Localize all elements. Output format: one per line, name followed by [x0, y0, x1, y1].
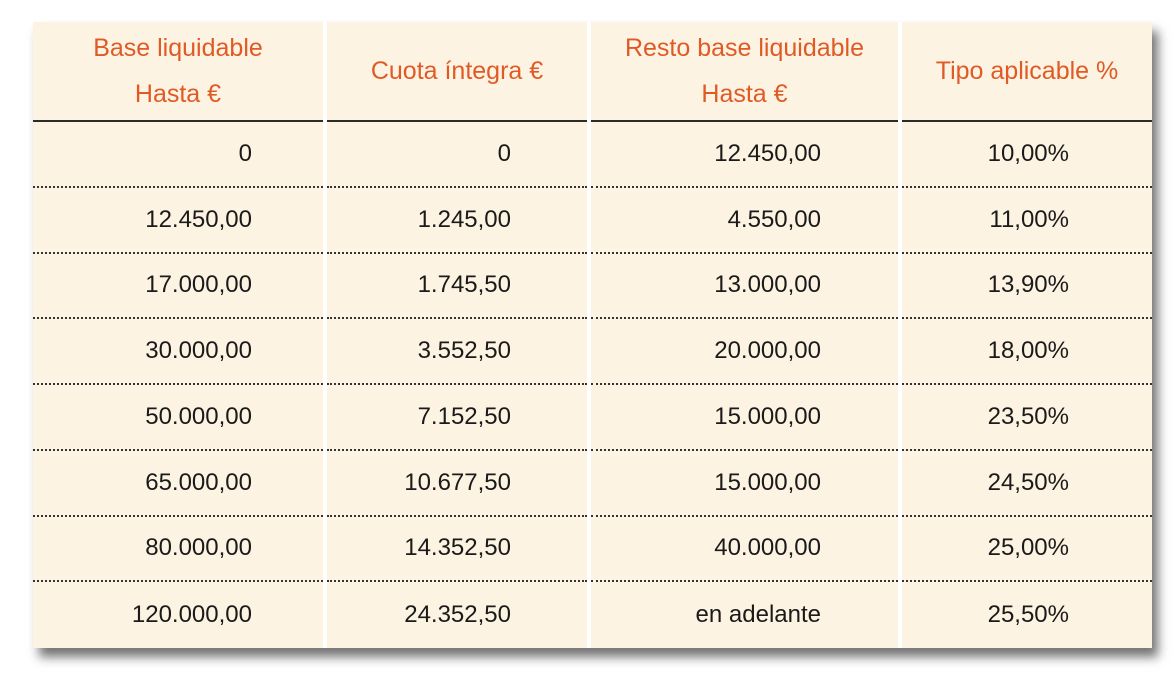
cell-text: 17.000,00: [145, 271, 252, 299]
cell-text: 1.245,00: [417, 205, 511, 233]
table-cell: 14.352,50: [327, 516, 587, 583]
header-text: Base liquidable: [93, 34, 263, 62]
table-cell: 20.000,00: [591, 319, 898, 385]
table-cell: 12.450,00: [33, 187, 323, 254]
cell-text: 0: [497, 139, 511, 167]
table-cell: 120.000,00: [33, 582, 323, 648]
cell-text: 30.000,00: [145, 337, 252, 365]
cell-text: 11,00%: [989, 205, 1069, 233]
table-cell: 15.000,00: [591, 450, 898, 517]
header-text: Cuota íntegra €: [370, 57, 544, 85]
cell-text: 13,90%: [987, 271, 1069, 299]
cell-text: 12.450,00: [714, 139, 821, 167]
table-cell: 50.000,00: [33, 385, 323, 451]
header-cell: Resto base liquidable Hasta €: [591, 22, 898, 122]
table-cell: 24,50%: [902, 450, 1152, 517]
header-text: Hasta €: [701, 80, 788, 108]
table-cell: 7.152,50: [327, 385, 587, 451]
cell-text: 14.352,50: [404, 534, 511, 562]
cell-text: 1.745,50: [417, 271, 511, 299]
cell-text: 0: [238, 139, 252, 167]
cell-text: 50.000,00: [145, 402, 252, 430]
table-cell: 0: [327, 122, 587, 188]
cell-text: 24.352,50: [404, 601, 511, 629]
cell-text: 12.450,00: [145, 205, 252, 233]
cell-text: 25,00%: [987, 534, 1069, 562]
table-cell: 18,00%: [902, 319, 1152, 385]
table-cell: 3.552,50: [327, 319, 587, 385]
cell-text: 13.000,00: [714, 271, 821, 299]
table-cell: 25,00%: [902, 516, 1152, 583]
cell-text: 24,50%: [987, 468, 1069, 496]
table-cell: 17.000,00: [33, 253, 323, 320]
cell-text: 15.000,00: [714, 468, 821, 496]
table-cell: 65.000,00: [33, 450, 323, 517]
cell-text: 25,50%: [987, 601, 1069, 629]
cell-text: en adelante: [695, 601, 821, 629]
table-cell: 4.550,00: [591, 187, 898, 254]
header-text: Tipo aplicable %: [935, 57, 1119, 85]
header-cell: Cuota íntegra €: [327, 22, 587, 122]
table-cell: 13.000,00: [591, 253, 898, 320]
table-cell: 80.000,00: [33, 516, 323, 583]
header-text: Hasta €: [134, 80, 222, 108]
cell-text: 80.000,00: [145, 534, 252, 562]
cell-text: 3.552,50: [417, 337, 511, 365]
table-cell: 30.000,00: [33, 319, 323, 385]
cell-text: 15.000,00: [714, 402, 821, 430]
table-cell: 0: [33, 122, 323, 188]
header-cell: Tipo aplicable %: [902, 22, 1152, 122]
table-cell: 1.745,50: [327, 253, 587, 320]
header-cell: Base liquidable Hasta €: [33, 22, 323, 122]
table-cell: 10,00%: [902, 122, 1152, 188]
cell-text: 40.000,00: [714, 534, 821, 562]
cell-text: 18,00%: [987, 337, 1069, 365]
cell-text: 4.550,00: [727, 205, 821, 233]
table-cell: en adelante: [591, 582, 898, 648]
table-cell: 15.000,00: [591, 385, 898, 451]
header-text: Resto base liquidable: [624, 34, 865, 62]
cell-text: 65.000,00: [145, 468, 252, 496]
table-cell: 10.677,50: [327, 450, 587, 517]
table-cell: 11,00%: [902, 187, 1152, 254]
tax-table: Base liquidable Hasta € Cuota íntegra € Res…: [33, 22, 1152, 648]
cell-text: 20.000,00: [714, 337, 821, 365]
table-cell: 12.450,00: [591, 122, 898, 188]
table-cell: 13,90%: [902, 253, 1152, 320]
table-cell: 1.245,00: [327, 187, 587, 254]
cell-text: 10,00%: [987, 139, 1069, 167]
table-cell: 23,50%: [902, 385, 1152, 451]
table-cell: 24.352,50: [327, 582, 587, 648]
cell-text: 120.000,00: [131, 601, 252, 629]
table-cell: 40.000,00: [591, 516, 898, 583]
cell-text: 23,50%: [987, 402, 1069, 430]
table-cell: 25,50%: [902, 582, 1152, 648]
cell-text: 10.677,50: [404, 468, 511, 496]
cell-text: 7.152,50: [417, 402, 511, 430]
